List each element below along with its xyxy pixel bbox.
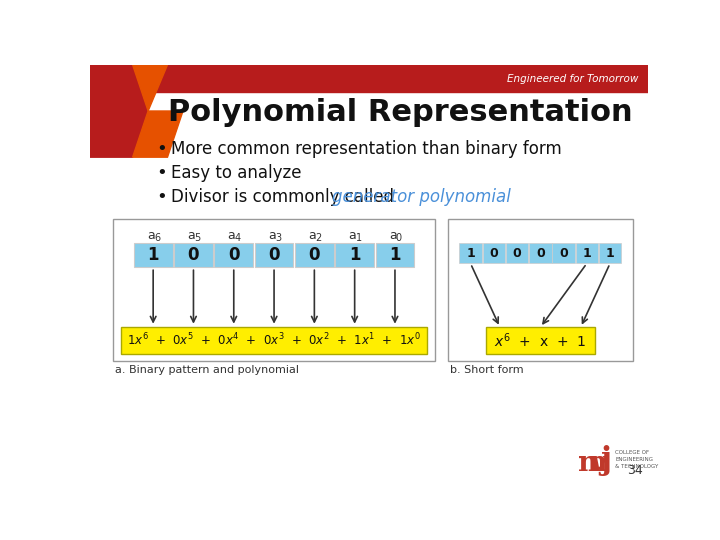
Bar bbox=[90, 65, 648, 92]
Text: •: • bbox=[157, 140, 168, 159]
Bar bbox=[482, 244, 505, 264]
Text: 0: 0 bbox=[188, 246, 199, 264]
Text: generator polynomial: generator polynomial bbox=[332, 188, 510, 206]
Bar bbox=[255, 244, 294, 267]
Text: 1: 1 bbox=[148, 246, 159, 264]
Text: Divisor is commonly called: Divisor is commonly called bbox=[171, 188, 400, 206]
Text: 1: 1 bbox=[356, 233, 361, 243]
Text: 1: 1 bbox=[582, 247, 591, 260]
Text: a: a bbox=[187, 230, 195, 242]
Text: a: a bbox=[389, 230, 397, 242]
Text: 0: 0 bbox=[309, 246, 320, 264]
Bar bbox=[376, 244, 414, 267]
Bar bbox=[448, 219, 632, 361]
Text: m: m bbox=[578, 450, 608, 477]
Text: b. Short form: b. Short form bbox=[449, 366, 523, 375]
Text: •: • bbox=[157, 164, 168, 181]
Bar bbox=[174, 244, 213, 267]
Text: 0: 0 bbox=[490, 247, 498, 260]
Text: 0: 0 bbox=[269, 246, 280, 264]
Text: Easy to analyze: Easy to analyze bbox=[171, 164, 302, 181]
Bar bbox=[113, 219, 435, 361]
Text: Polynomial Representation: Polynomial Representation bbox=[168, 98, 632, 127]
Bar bbox=[575, 244, 598, 264]
Polygon shape bbox=[132, 65, 168, 111]
Text: 1: 1 bbox=[606, 247, 614, 260]
Text: 1: 1 bbox=[349, 246, 361, 264]
Text: 0: 0 bbox=[536, 247, 544, 260]
Text: a. Binary pattern and polynomial: a. Binary pattern and polynomial bbox=[114, 366, 299, 375]
Text: a: a bbox=[348, 230, 356, 242]
Text: $x^6$  +  x  +  1: $x^6$ + x + 1 bbox=[494, 331, 586, 350]
Bar bbox=[336, 244, 374, 267]
Text: a: a bbox=[268, 230, 276, 242]
Text: COLLEGE OF
ENGINEERING
& TECHNOLOGY: COLLEGE OF ENGINEERING & TECHNOLOGY bbox=[616, 449, 659, 469]
Bar bbox=[215, 244, 253, 267]
Polygon shape bbox=[132, 111, 183, 157]
Bar bbox=[459, 244, 482, 264]
Bar bbox=[529, 244, 552, 264]
Bar bbox=[121, 327, 427, 354]
Text: 4: 4 bbox=[235, 233, 240, 243]
Text: a: a bbox=[228, 230, 235, 242]
Bar bbox=[599, 244, 621, 264]
Text: a: a bbox=[308, 230, 316, 242]
Text: More common representation than binary form: More common representation than binary f… bbox=[171, 140, 562, 159]
Text: 1: 1 bbox=[390, 246, 401, 264]
Bar bbox=[505, 244, 528, 264]
Text: v: v bbox=[590, 450, 606, 477]
Text: 5: 5 bbox=[194, 233, 200, 243]
Polygon shape bbox=[90, 65, 113, 126]
Text: 1: 1 bbox=[466, 247, 475, 260]
Text: 34: 34 bbox=[627, 464, 642, 477]
Text: 3: 3 bbox=[275, 233, 281, 243]
Text: j: j bbox=[600, 445, 611, 476]
Text: $1x^6$  +  $0x^5$  +  $0x^4$  +  $0x^3$  +  $0x^2$  +  $1x^1$  +  $1x^0$: $1x^6$ + $0x^5$ + $0x^4$ + $0x^3$ + $0x^… bbox=[127, 332, 421, 349]
Text: 0: 0 bbox=[513, 247, 521, 260]
Bar bbox=[552, 244, 575, 264]
Polygon shape bbox=[90, 65, 148, 157]
Text: 2: 2 bbox=[315, 233, 321, 243]
Text: 0: 0 bbox=[396, 233, 402, 243]
Text: a: a bbox=[147, 230, 155, 242]
Text: 6: 6 bbox=[154, 233, 160, 243]
Text: Engineered for Tomorrow: Engineered for Tomorrow bbox=[508, 73, 639, 84]
Text: 0: 0 bbox=[559, 247, 568, 260]
Bar bbox=[295, 244, 334, 267]
Bar bbox=[486, 327, 595, 354]
Text: 0: 0 bbox=[228, 246, 240, 264]
Bar bbox=[134, 244, 173, 267]
Text: •: • bbox=[157, 188, 168, 206]
